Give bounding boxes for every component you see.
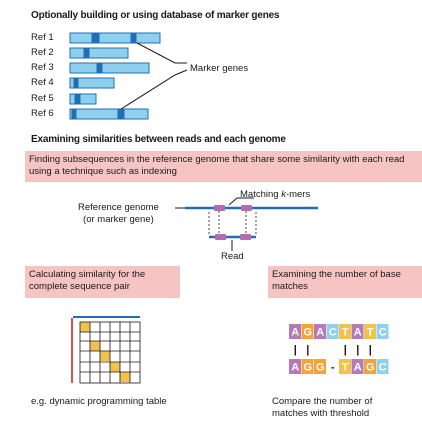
bottom-seq-base-2: G xyxy=(316,362,325,374)
ref-label-5: Ref 5 xyxy=(31,93,54,104)
kmer-top-2 xyxy=(241,205,252,211)
marker-block-1b xyxy=(130,32,137,44)
matching-kmers-label: Matching k-mers xyxy=(240,189,310,200)
ref-bars xyxy=(69,32,161,120)
bottom-seq-base-5: A xyxy=(354,362,362,374)
section1-title: Optionally building or using database of… xyxy=(31,10,280,21)
dp-yellow-4 xyxy=(110,362,120,372)
base-matches-banner: Examining the number of base matches xyxy=(268,266,422,298)
bottom-seq-base-0: A xyxy=(291,362,299,374)
top-seq-cell-2 xyxy=(314,324,326,339)
marker-block-5 xyxy=(74,93,81,105)
marker-block-1a xyxy=(91,32,100,44)
kmer-bottom-1 xyxy=(215,234,226,240)
ref-label-1: Ref 1 xyxy=(31,32,54,43)
bottom-seq-cell-0 xyxy=(289,359,301,374)
match-mark-6: | xyxy=(369,344,372,356)
ref-bar-5 xyxy=(69,93,97,105)
indexing-banner: Finding subsequences in the reference ge… xyxy=(25,151,422,182)
kmer-bottom-2 xyxy=(240,234,251,240)
kmer-marks xyxy=(214,205,252,240)
top-seq-base-1: G xyxy=(303,327,312,339)
marker-block-6b xyxy=(117,108,125,120)
bottom-seq-base-7: C xyxy=(379,362,387,374)
marker-block-3 xyxy=(96,62,103,74)
ref-bar-3 xyxy=(69,62,150,74)
kmer-guides xyxy=(208,211,257,236)
top-seq-cell-6 xyxy=(364,324,376,339)
ref-label-3: Ref 3 xyxy=(31,62,54,73)
top-seq-base-7: C xyxy=(379,327,387,339)
complete-pair-banner: Calculating similarity for the complete … xyxy=(25,266,180,298)
match-mark-1: | xyxy=(306,344,309,356)
top-seq-cell-5 xyxy=(351,324,364,339)
top-seq-base-4: T xyxy=(342,327,349,339)
ref-bar-2 xyxy=(69,47,129,59)
ref-label-6: Ref 6 xyxy=(31,108,54,119)
marker-connectors xyxy=(120,42,188,110)
dp-yellow-2 xyxy=(90,341,100,351)
marker-block-2 xyxy=(83,47,90,59)
top-seq-cell-7 xyxy=(376,324,389,339)
section2-title: Examining similarities between reads and… xyxy=(31,134,286,145)
read-label: Read xyxy=(221,251,244,262)
top-seq-base-5: A xyxy=(354,327,362,339)
top-seq-base-6: T xyxy=(367,327,374,339)
alignment: A G A C T A T CA G G - T A G C| | | | | xyxy=(289,324,389,374)
top-seq-base-2: A xyxy=(316,327,324,339)
dp-yellow-3 xyxy=(100,351,110,361)
dp-table xyxy=(71,316,141,384)
ref-label-2: Ref 2 xyxy=(31,47,54,58)
match-mark-4: | xyxy=(344,344,347,356)
top-seq-cell-1 xyxy=(301,324,314,339)
match-mark-5: | xyxy=(356,344,359,356)
bottom-seq-cell-6 xyxy=(364,359,376,374)
dp-caption: e.g. dynamic programming table xyxy=(31,396,167,407)
dp-yellow-5 xyxy=(120,372,130,382)
top-seq-base-0: A xyxy=(291,327,299,339)
bottom-seq-base-6: G xyxy=(366,362,375,374)
ref-label-4: Ref 4 xyxy=(31,77,54,88)
marker-genes-label: Marker genes xyxy=(190,63,248,74)
reference-genome-label: Reference genome (or marker gene) xyxy=(78,202,159,225)
top-seq-cell-3 xyxy=(326,324,339,339)
bottom-seq-cell-7 xyxy=(376,359,389,374)
top-seq-cell-0 xyxy=(289,324,301,339)
ref-bar-4 xyxy=(69,77,115,89)
ref-bar-1 xyxy=(69,32,161,44)
bottom-seq-cell-4 xyxy=(339,359,351,374)
bottom-seq-cell-5 xyxy=(351,359,364,374)
kmer-top-1 xyxy=(214,205,225,211)
match-mark-0: | xyxy=(294,344,297,356)
bottom-seq-cell-1 xyxy=(301,359,314,374)
dp-yellow-1 xyxy=(80,322,90,332)
top-seq-base-3: C xyxy=(329,327,337,339)
bottom-seq-base-1: G xyxy=(303,362,312,374)
marker-block-6a xyxy=(71,108,77,120)
bottom-seq-base-4: T xyxy=(342,362,349,374)
marker-block-4 xyxy=(73,77,79,89)
bottom-seq-base-3: - xyxy=(331,362,335,374)
ref-bar-6 xyxy=(69,108,149,120)
top-seq-cell-4 xyxy=(339,324,351,339)
kmer-callout xyxy=(228,197,254,206)
threshold-caption: Compare the number of matches with thres… xyxy=(272,396,373,419)
bottom-seq-cell-2 xyxy=(314,359,326,374)
